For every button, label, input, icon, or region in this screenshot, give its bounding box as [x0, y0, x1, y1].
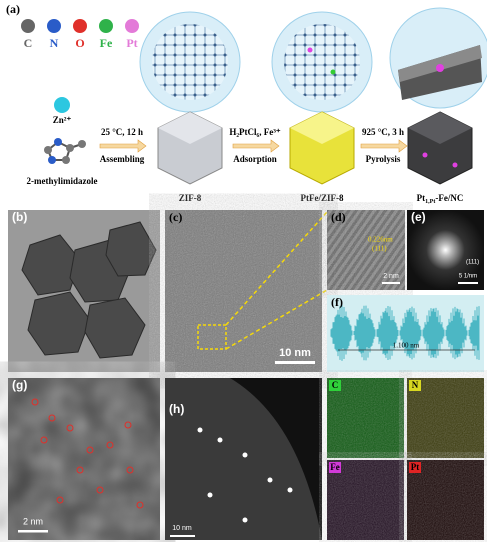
panel-label: (g) [12, 378, 27, 392]
legend-label: N [50, 36, 59, 50]
legend-label: Fe [100, 36, 113, 50]
step-name: Adsorption [233, 154, 277, 164]
zoom-line [225, 211, 328, 326]
panel-f: 1.100 nm (f) [327, 295, 484, 372]
particles [21, 221, 157, 359]
atom [330, 69, 336, 75]
eds-maps: C N Fe Pt [327, 378, 484, 540]
eds-texture [407, 460, 484, 540]
eds-texture [327, 378, 404, 458]
scale-bar [458, 282, 478, 284]
legend-label: O [75, 36, 84, 50]
eds-label: Fe [330, 462, 340, 472]
step-condition: 925 °C, 3 h [362, 127, 404, 137]
panel-d: (d) 0.226nm (111) 2 nm [327, 210, 405, 290]
scale-bar-label: 10 nm [172, 525, 192, 532]
panel-h: (h) 10 nm [165, 378, 322, 540]
legend: C N O Fe Pt [21, 19, 139, 50]
product-label: PtFe/ZIF-8 [301, 193, 344, 203]
panel-c: (c) 10 nm [165, 210, 328, 372]
structure [152, 24, 228, 100]
legend-sphere [47, 19, 61, 33]
zoom-line [225, 289, 328, 350]
facet [290, 112, 354, 144]
legend-sphere [21, 19, 35, 33]
facet [408, 112, 472, 144]
texture [327, 210, 405, 290]
lattice-spacing: 0.226nm [368, 236, 393, 244]
scale-bar [170, 535, 195, 537]
step-condition: 25 °C, 12 h [101, 127, 143, 137]
panel-label: (c) [169, 210, 182, 224]
step-name: Assembling [100, 154, 145, 164]
texture [165, 210, 322, 372]
atom [452, 162, 458, 168]
legend-sphere [99, 19, 113, 33]
background [230, 378, 322, 540]
panel-g: (g) 2 nm [8, 378, 160, 540]
scale-bar-label: 5 1/nm [459, 274, 477, 280]
zn-label: Zn²⁺ [53, 115, 72, 125]
eds-label-box [329, 380, 341, 391]
arrow [99, 139, 147, 153]
arrow [360, 139, 408, 153]
scale-bar [275, 361, 315, 364]
linker-label: 2-methylimidazole [27, 176, 98, 186]
atom [436, 64, 444, 72]
panel-e: (e) (111) 5 1/nm [407, 210, 484, 290]
single-atoms [31, 398, 144, 509]
panel-label: (h) [169, 402, 184, 416]
atom [307, 47, 313, 53]
eds-label: Pt [411, 462, 420, 472]
legend-label: C [24, 36, 33, 50]
bright-atoms [197, 427, 293, 523]
scale-bar-label: 2 nm [383, 273, 399, 280]
scale-bar-label: 2 nm [23, 516, 43, 526]
scale-bar-label: 10 nm [279, 347, 311, 359]
zoom-box [197, 324, 227, 350]
step-name: Pyrolysis [366, 154, 401, 164]
fft-image [407, 210, 484, 290]
product-label: Pt1,Pt-Fe/NC [417, 193, 464, 205]
eds-texture [407, 378, 484, 458]
eds-label-box [329, 462, 341, 473]
legend-sphere [73, 19, 87, 33]
eds-label-box [409, 462, 421, 473]
product-subscript: 1,Pt [425, 199, 435, 205]
panel-label: (e) [411, 210, 426, 224]
panel-label: (d) [331, 210, 346, 224]
arrow [232, 139, 280, 153]
intensity-profile [330, 305, 480, 361]
profile-plot [327, 295, 484, 372]
panel-label: (f) [331, 295, 343, 309]
eds-texture [327, 460, 404, 540]
scale-bar [382, 282, 400, 284]
panel-label: (a) [6, 2, 20, 16]
carbon-sheet [398, 45, 482, 82]
product-base: Pt [417, 193, 426, 203]
panel-label: (b) [12, 210, 27, 224]
scale-bar [18, 530, 48, 533]
eds-label: N [412, 380, 419, 390]
structure [284, 24, 360, 100]
panel-a: (a) C N O Fe Pt Zn²⁺ 2-methylimidazole 25 °C… [6, 2, 487, 205]
distance-label: 1.100 nm [393, 342, 420, 350]
product-label: ZIF-8 [179, 193, 202, 203]
product-suffix: -Fe/NC [435, 193, 463, 203]
panel-b: (b) [8, 210, 160, 372]
legend-label: Pt [126, 36, 137, 50]
fft-plane: (111) [466, 260, 479, 266]
steps: 25 °C, 12 h Assembling H₂PtCl₆, Fe³⁺ Adsorp… [99, 127, 408, 164]
molecule [44, 138, 86, 164]
zn-sphere [54, 97, 70, 113]
eds-label: C [332, 380, 339, 390]
facet [158, 112, 222, 144]
step-condition: H₂PtCl₆, Fe³⁺ [229, 127, 281, 137]
lattice-plane: (111) [372, 245, 387, 253]
eds-label-box [409, 380, 421, 391]
atom [422, 152, 428, 158]
legend-sphere [125, 19, 139, 33]
